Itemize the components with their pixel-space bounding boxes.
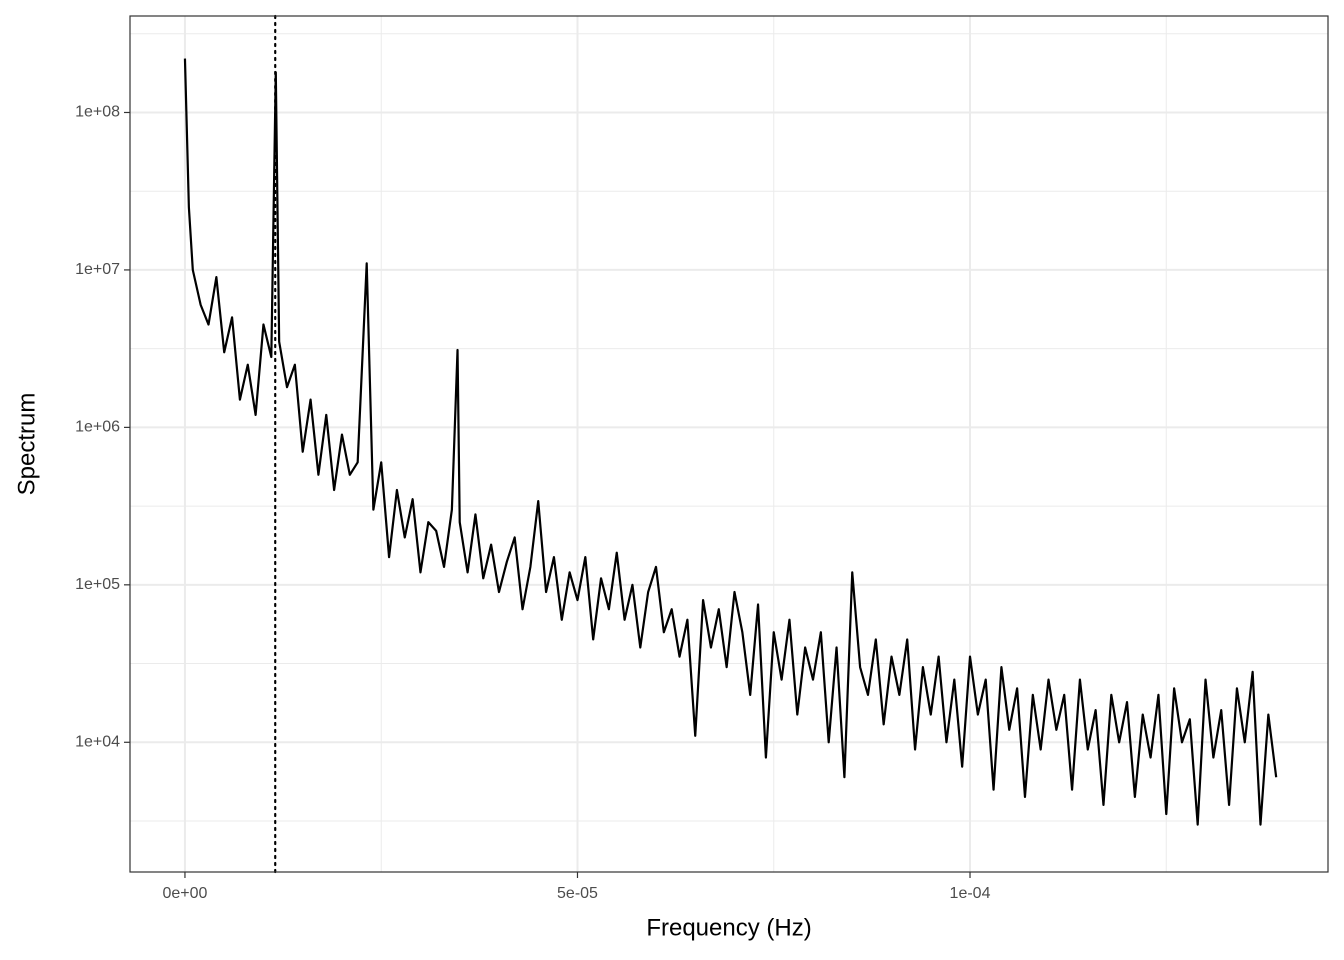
marks	[183, 14, 1278, 874]
x-axis-title: Frequency (Hz)	[646, 914, 811, 941]
grid	[130, 16, 1328, 872]
y-tick-label: 1e+04	[75, 733, 120, 750]
x-tick-label: 0e+00	[162, 885, 207, 902]
y-tick-label: 1e+07	[75, 261, 120, 278]
x-tick-label: 5e-05	[557, 885, 598, 902]
y-tick-label: 1e+05	[75, 576, 120, 593]
panel-border	[129, 15, 1329, 873]
y-tick-label: 1e+08	[75, 104, 120, 121]
x-tick-label: 1e-04	[950, 885, 991, 902]
spectrum-line	[183, 58, 1278, 826]
y-axis-title: Spectrum	[13, 393, 40, 496]
y-tick-label: 1e+06	[75, 419, 120, 436]
